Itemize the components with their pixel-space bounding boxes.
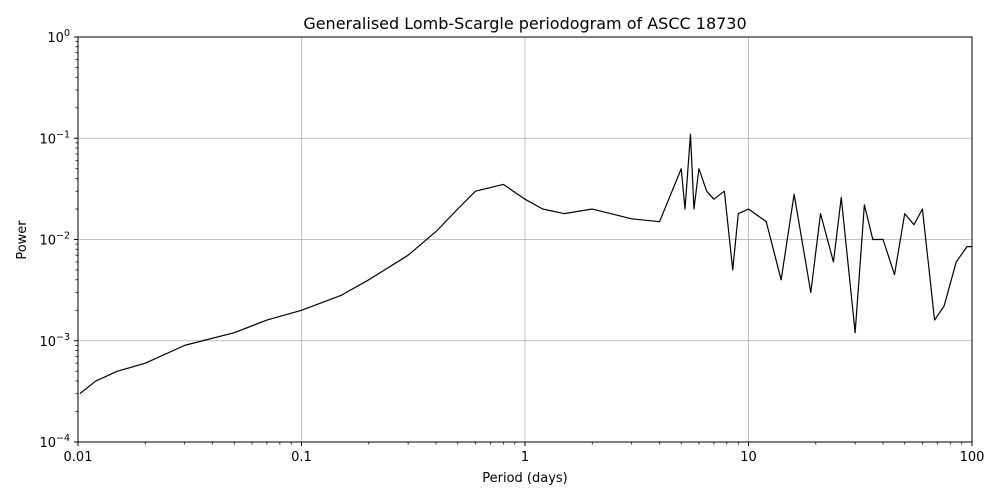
plot-area (79, 133, 972, 395)
grid-lines (77, 36, 973, 443)
y-tick-label: 10−1 (39, 129, 70, 147)
y-tick-label: 10−3 (39, 332, 70, 350)
x-tick-label: 100 (960, 450, 985, 465)
periodogram-series-line (79, 133, 972, 395)
x-axis-label: Period (days) (482, 471, 568, 486)
x-axis-ticks: 0.01 0.1 1 10 100 (64, 442, 985, 465)
chart-title: Generalised Lomb-Scargle periodogram of … (303, 14, 746, 33)
x-tick-label: 0.01 (64, 450, 93, 465)
y-axis-ticks: 10−4 10−3 10−2 10−1 100 (39, 28, 78, 451)
x-tick-label: 0.1 (291, 450, 312, 465)
y-tick-label: 10−2 (39, 231, 70, 249)
y-tick-label: 10−4 (39, 433, 70, 451)
y-tick-label: 100 (47, 28, 70, 46)
x-tick-label: 10 (740, 450, 757, 465)
y-axis-label: Power (15, 220, 30, 260)
x-tick-label: 1 (521, 450, 529, 465)
